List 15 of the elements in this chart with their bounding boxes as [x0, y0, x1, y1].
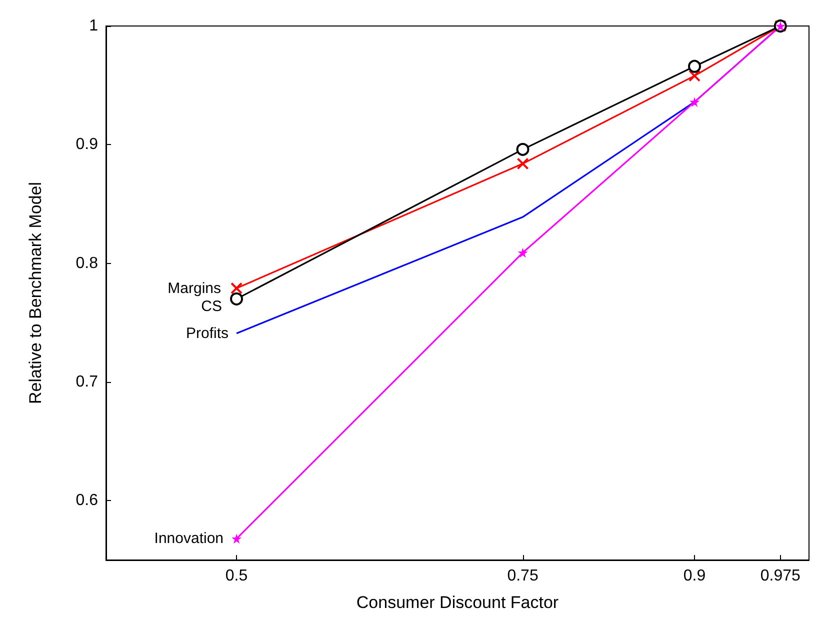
series-label: CS: [201, 298, 222, 315]
y-tick-label: 0.7: [76, 374, 98, 390]
y-axis-title: Relative to Benchmark Model: [26, 182, 45, 404]
x-tick-label: 0.975: [760, 568, 800, 584]
y-tick-label: 0.6: [76, 492, 98, 510]
y-tick-label: 0.8: [76, 254, 98, 272]
series-label: Innovation: [154, 530, 224, 548]
x-tick-label: 0.75: [507, 568, 538, 584]
series-label: Profits: [186, 324, 229, 342]
x-tick-label: 0.9: [683, 568, 706, 584]
x-tick-label: 0.5: [225, 568, 248, 584]
x-axis-title: Consumer Discount Factor: [356, 593, 559, 612]
series-label: Margins: [168, 280, 222, 297]
y-tick-label: 1: [89, 18, 98, 34]
y-tick-label: 0.9: [76, 136, 98, 154]
